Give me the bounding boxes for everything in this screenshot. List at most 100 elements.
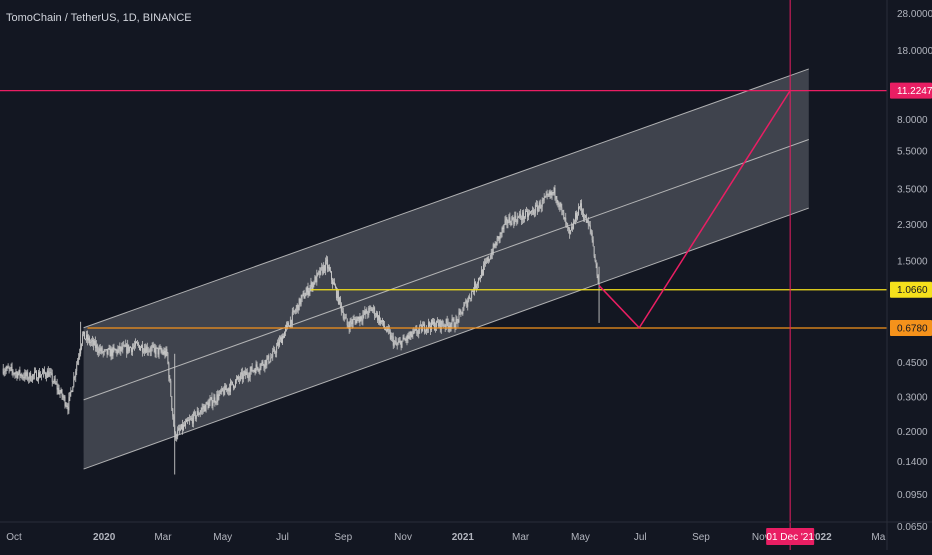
candle-body [423,323,425,327]
candle-body [238,378,240,380]
candle-body [456,319,458,321]
candle-body [510,223,512,226]
candle-body [95,344,97,348]
price-tick-label: 18.0000 [897,46,932,57]
candle-body [228,388,230,392]
candle-body [211,397,213,406]
candle-body [460,310,462,312]
candle-body [96,344,98,352]
candle-body [591,232,593,241]
candle-body [147,351,149,352]
candle-body [295,308,297,312]
candle-body [373,307,375,309]
candle-body [160,348,162,352]
candle-body [208,402,210,409]
candle-body [70,390,72,392]
candle-body [334,282,335,286]
candle-body [42,369,44,373]
candle-body [139,347,141,350]
candle-body [12,370,14,374]
candle-body [282,335,283,344]
candle-body [90,341,92,343]
candle-body [164,350,166,356]
candle-body [236,378,237,381]
candle-body [503,224,505,230]
candle-body [592,240,594,247]
candle-body [86,334,87,339]
candle-body [558,204,560,207]
candle-body [493,244,495,248]
candle-body [213,397,215,403]
candle-body [250,366,252,371]
candle-body [104,349,106,351]
candle-body [586,220,588,223]
candle-body [9,367,11,369]
candle-body [566,222,568,225]
candle-body [349,320,351,330]
candle-body [134,345,135,347]
candle-body [224,385,226,395]
candle-body [326,259,328,261]
candle-body [580,203,582,211]
candle-body [441,320,443,325]
candle-body [52,381,54,383]
candle-body [486,257,488,262]
chart-title: TomoChain / TetherUS, 1D, BINANCE [6,12,192,24]
candle-body [517,216,519,223]
candle-body [366,309,368,314]
candle-body [277,342,279,347]
candle-body [466,300,468,307]
candle-body [153,345,155,349]
candle-body [383,320,384,326]
price-tick-label: 0.0650 [897,522,928,533]
candle-body [201,407,203,411]
candle-body [185,422,186,426]
candle-body [256,364,258,368]
candle-body [467,301,469,307]
candle-body [487,257,489,262]
candle-body [229,388,231,392]
candle-body [343,317,345,319]
candle-body [13,373,15,375]
candle-body [39,372,40,378]
channel-upper-line [83,68,809,329]
channel-middle-line [83,138,809,401]
candle-body [356,318,358,324]
candle-body [530,210,532,212]
orange-level-tag-label: 0.6780 [897,324,928,335]
candle-body [559,203,561,207]
candle-body [24,372,26,379]
candle-body [27,372,29,380]
time-tick-label: Ma [871,532,885,543]
candle-body [116,349,118,354]
candle-body [230,381,232,392]
candle-body [357,316,359,319]
candle-body [165,349,167,356]
candle-body [477,283,478,286]
candle-body [22,377,24,378]
candle-body [69,391,71,398]
candle-body [193,412,195,414]
candle-body [512,217,514,220]
candle-body [371,308,373,312]
candle-body [309,286,311,292]
candle-body [384,327,386,331]
candle-body [284,331,285,338]
candle-body [3,371,5,374]
candle-body [593,246,595,257]
candle-body [550,192,552,196]
candle-body [471,291,473,299]
candle-body [56,383,58,390]
candle-body [8,368,10,369]
candle-body [188,419,190,421]
orange-level-tag [890,320,932,337]
candle-body [505,218,507,221]
candle-body [596,264,598,276]
candle-body [573,222,575,229]
candle-body [43,369,45,373]
candle-body [180,429,182,430]
candle-body [334,285,336,288]
candle-body [411,334,413,338]
